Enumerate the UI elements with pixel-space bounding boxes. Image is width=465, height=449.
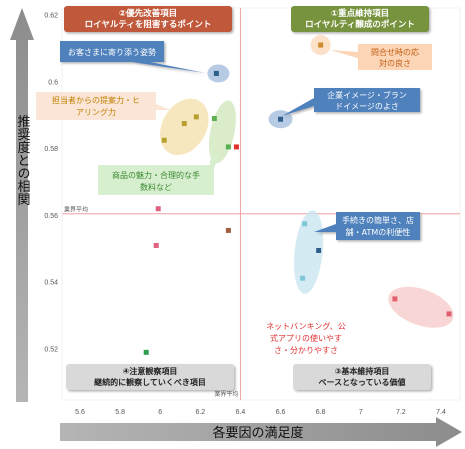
svg-text:お客さまに寄り添う姿勢: お客さまに寄り添う姿勢 — [68, 47, 156, 57]
svg-text:舗・ATMの利便性: 舗・ATMの利便性 — [346, 227, 411, 237]
x-tick-label: 7.2 — [396, 409, 406, 416]
ellipse-proposal-ability — [160, 98, 209, 156]
svg-text:④注意観察項目: ④注意観察項目 — [123, 366, 178, 376]
svg-text:担当者からの提案力・ヒ: 担当者からの提案力・ヒ — [52, 95, 140, 105]
callout-online-banking: ネットバンキング、公 式アプリの使いやす さ・分かりやすさ — [259, 299, 381, 361]
callout-product-appeal: 商品の魅力・合理的な手 数料など — [98, 152, 220, 195]
data-point — [225, 227, 231, 233]
avg-label-vertical: 業界平均 — [214, 390, 238, 398]
data-points — [143, 42, 452, 355]
x-axis-arrow — [60, 417, 462, 447]
x-tick-label: 7 — [359, 409, 363, 416]
svg-text:ロイヤルティを阻害するポイント: ロイヤルティを阻害するポイント — [85, 19, 212, 30]
svg-text:①重点維持項目: ①重点維持項目 — [331, 8, 389, 19]
svg-text:対の良さ: 対の良さ — [379, 58, 411, 68]
callout-procedure-convenience: 手続きの簡単さ、店 舗・ATMの利便性 — [314, 212, 420, 240]
data-point — [302, 221, 308, 227]
data-point — [316, 247, 322, 253]
data-point — [155, 206, 161, 212]
svg-text:式アプリの使いやす: 式アプリの使いやす — [270, 333, 342, 343]
y-tick-label: 0.54 — [44, 280, 58, 287]
svg-text:ロイヤルティ醸成のポイント: ロイヤルティ醸成のポイント — [305, 19, 415, 30]
x-tick-label: 6 — [158, 409, 162, 416]
quadrant-box-watch: ④注意観察項目 継続的に観察していくべき項目 — [66, 364, 234, 390]
svg-text:問合せ時の応: 問合せ時の応 — [371, 47, 419, 57]
y-tick-label: 0.6 — [48, 79, 58, 86]
avg-label-horizontal: 業界平均 — [64, 206, 88, 214]
y-tick-label: 0.62 — [44, 13, 58, 20]
data-point — [233, 144, 239, 150]
data-point — [211, 116, 217, 122]
data-point — [213, 70, 219, 76]
ellipse-procedure-convenience — [294, 210, 324, 294]
data-point — [181, 121, 187, 127]
data-point — [392, 296, 398, 302]
y-axis-arrow — [10, 8, 34, 402]
x-axis-label: 各要因の満足度 — [212, 425, 303, 441]
data-point — [143, 349, 149, 355]
data-point — [318, 42, 324, 48]
svg-text:企業イメージ・ブラン: 企業イメージ・ブラン — [327, 90, 407, 100]
svg-text:③基本維持項目: ③基本維持項目 — [335, 366, 390, 376]
quadrant-box-priority-improve: ②優先改善項目 ロイヤルティを阻害するポイント — [64, 6, 232, 32]
x-tick-label: 6.4 — [236, 409, 246, 416]
tick-labels: 5.6 5.8 6 6.2 6.4 6.6 6.8 7 7.2 7.4 0.52 0.54 0.56 0.… — [44, 13, 446, 417]
ellipse-online-banking — [388, 286, 454, 328]
data-point — [193, 114, 199, 120]
x-tick-label: 5.8 — [115, 409, 125, 416]
data-point — [153, 242, 159, 248]
svg-text:アリング力: アリング力 — [76, 107, 116, 117]
x-tick-label: 5.6 — [75, 409, 85, 416]
data-point — [225, 144, 231, 150]
y-tick-label: 0.52 — [44, 347, 58, 354]
svg-text:②優先改善項目: ②優先改善項目 — [119, 8, 177, 19]
quadrant-box-key-maintain: ①重点維持項目 ロイヤルティ醸成のポイント — [291, 6, 429, 32]
svg-text:数料など: 数料など — [140, 182, 172, 192]
callout-proposal-ability: 担当者からの提案力・ヒ アリング力 — [36, 92, 170, 120]
y-axis-label: 推奨度との相関 — [15, 115, 31, 207]
x-tick-label: 6.2 — [195, 409, 205, 416]
quadrant-box-basic-maintain: ③基本維持項目 ベースとなっている価値 — [293, 364, 431, 390]
svg-text:継続的に観察していくべき項目: 継続的に観察していくべき項目 — [94, 377, 206, 387]
x-tick-label: 6.8 — [316, 409, 326, 416]
svg-text:ネットバンキング、公: ネットバンキング、公 — [266, 321, 346, 331]
svg-text:商品の魅力・合理的な手: 商品の魅力・合理的な手 — [112, 170, 200, 180]
y-tick-label: 0.58 — [44, 146, 58, 153]
svg-text:さ・分かりやすさ: さ・分かりやすさ — [274, 346, 338, 355]
x-tick-label: 7.4 — [436, 409, 446, 416]
callout-inquiry-response: 問合せ時の応 対の良さ — [330, 44, 432, 70]
y-tick-label: 0.56 — [44, 213, 58, 220]
data-point — [278, 116, 284, 122]
data-point — [446, 311, 452, 317]
svg-text:ベースとなっている価値: ベースとなっている価値 — [319, 377, 406, 387]
svg-text:手続きの簡単さ、店: 手続きの簡単さ、店 — [342, 215, 414, 225]
callout-brand-image: 企業イメージ・ブラン ドイメージのよさ — [282, 88, 420, 116]
svg-text:ドイメージのよさ: ドイメージのよさ — [335, 102, 399, 111]
data-point — [300, 275, 306, 281]
x-tick-label: 6.6 — [276, 409, 286, 416]
callout-customer-attitude: お客さまに寄り添う姿勢 — [60, 41, 205, 73]
data-point — [161, 137, 167, 143]
